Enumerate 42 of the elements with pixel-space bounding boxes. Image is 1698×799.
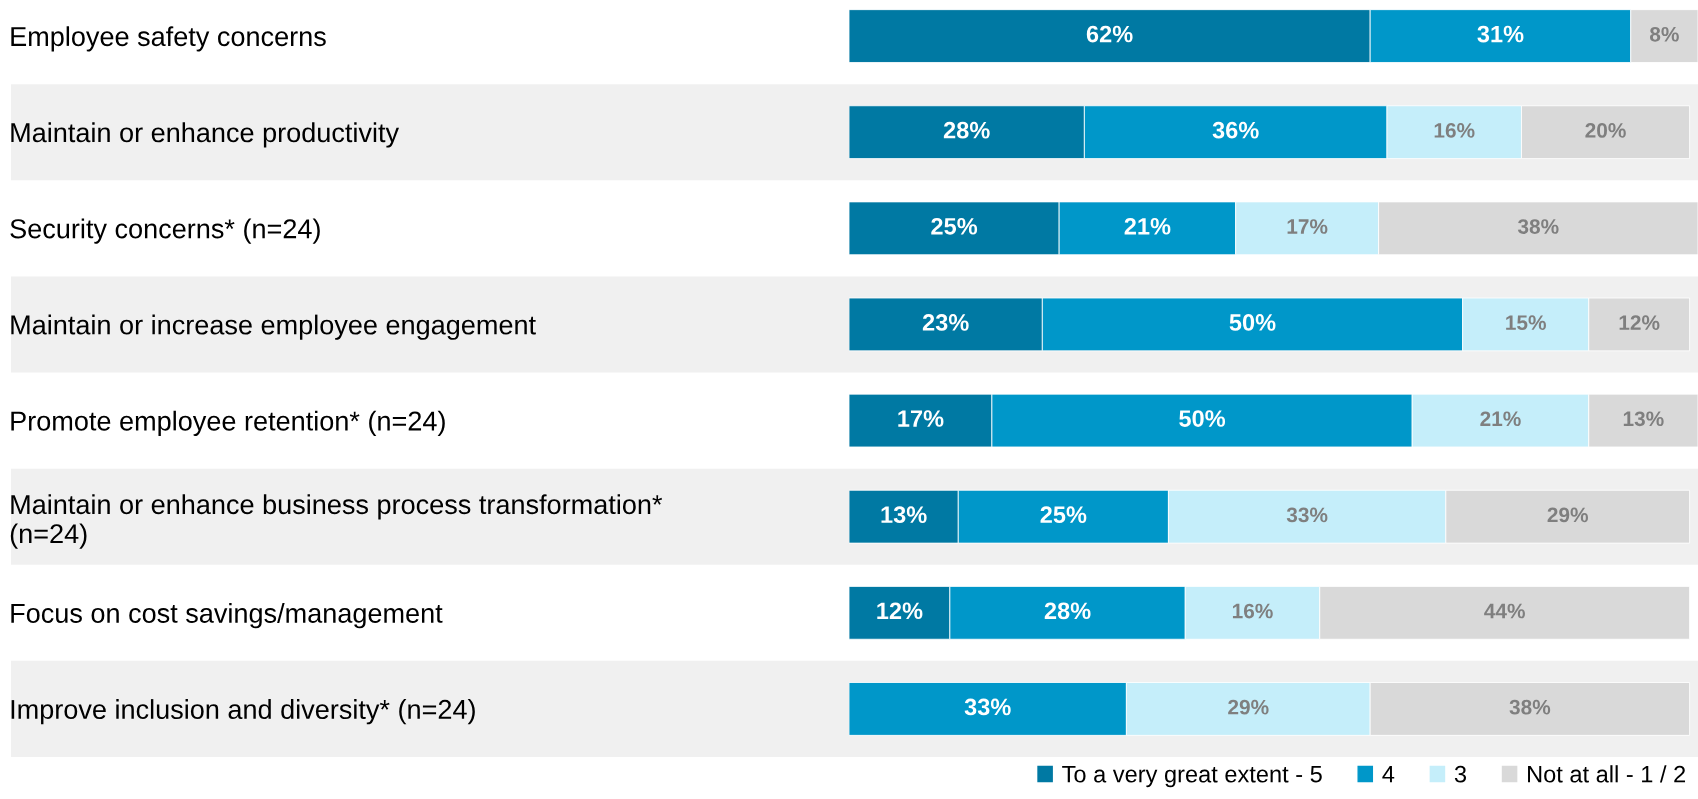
data-label: 21% — [1124, 217, 1171, 235]
data-label: 29% — [1547, 507, 1589, 523]
data-label: 28% — [943, 121, 990, 139]
data-label: 33% — [964, 698, 1011, 716]
data-label: 38% — [1509, 699, 1551, 715]
data-label: 17% — [1287, 219, 1328, 234]
legend-label: To a very great extent - 5 — [1062, 766, 1322, 788]
data-label: 23% — [922, 314, 969, 331]
y-tick-label: Focus on cost savings/management — [11, 603, 443, 629]
y-tick-label: Security concerns* (n=24) — [10, 218, 320, 244]
data-label: 50% — [1179, 410, 1226, 427]
data-label: 33% — [1286, 507, 1328, 523]
data-label: 12% — [1619, 315, 1660, 330]
y-tick-label: Improve inclusion and diversity* (n=24) — [11, 699, 475, 725]
legend-label: 4 — [1382, 766, 1395, 783]
data-label: 16% — [1232, 603, 1273, 619]
legend-label: Not at all - 1 / 2 — [1528, 765, 1686, 783]
data-label: 15% — [1506, 315, 1546, 331]
y-tick-label: Promote employee retention* (n=24) — [11, 410, 445, 436]
data-label: 28% — [1044, 602, 1091, 620]
y-tick-label: Maintain or enhance productivity — [11, 122, 400, 148]
y-tick-label: Employee safety concerns — [11, 26, 326, 52]
data-label: 38% — [1517, 219, 1559, 234]
data-label: 8% — [1649, 26, 1679, 42]
data-label: 21% — [1480, 411, 1521, 427]
legend-label: 3 — [1454, 765, 1467, 783]
y-tick-label: Maintain or enhance business process transformation* (n=24) — [10, 494, 663, 549]
data-label: 13% — [1623, 411, 1664, 427]
data-label: 25% — [931, 217, 978, 235]
data-label: 44% — [1484, 603, 1525, 619]
data-label: 17% — [898, 410, 944, 427]
data-label: 13% — [881, 506, 927, 524]
data-label: 62% — [1086, 25, 1133, 43]
data-label: 31% — [1477, 25, 1524, 43]
data-label: 20% — [1585, 123, 1626, 138]
data-label: 12% — [877, 602, 923, 620]
y-tick-label: Maintain or increase employee engagement — [11, 314, 536, 340]
data-label: 25% — [1040, 506, 1087, 524]
data-label: 50% — [1229, 314, 1276, 331]
data-label: 16% — [1434, 123, 1475, 138]
data-label: 29% — [1228, 699, 1269, 715]
data-label: 36% — [1212, 121, 1259, 139]
